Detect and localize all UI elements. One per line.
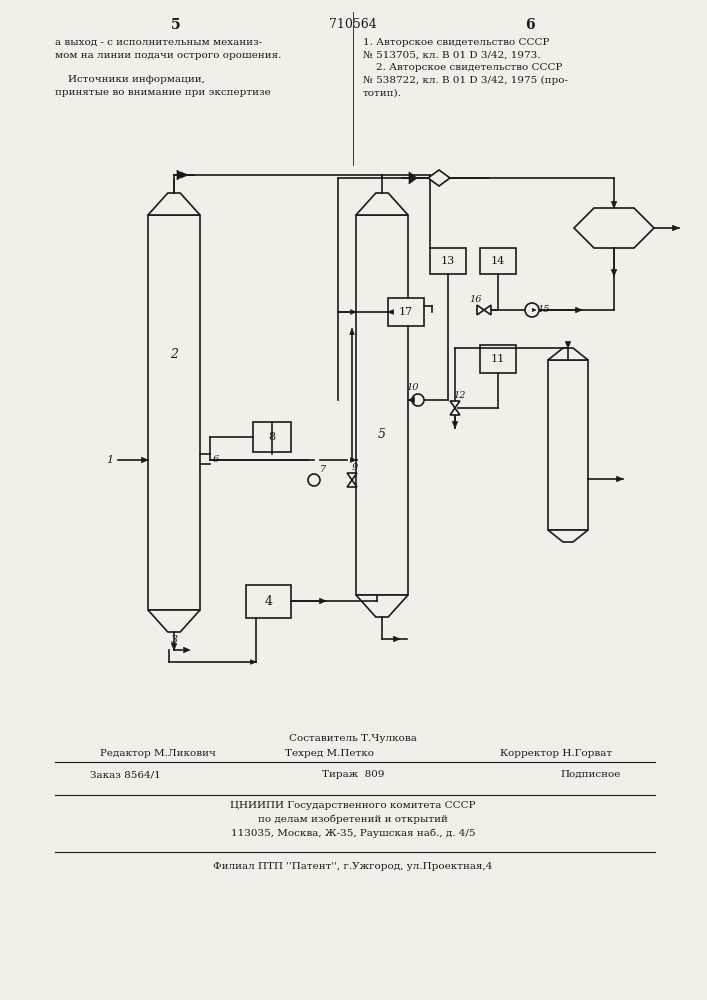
Polygon shape bbox=[617, 476, 623, 482]
Text: Подписное: Подписное bbox=[560, 770, 620, 779]
Text: 8: 8 bbox=[269, 432, 276, 442]
Circle shape bbox=[308, 474, 320, 486]
Bar bbox=[388, 298, 424, 326]
Text: 6: 6 bbox=[213, 456, 219, 464]
Text: 7: 7 bbox=[320, 466, 326, 475]
Polygon shape bbox=[484, 305, 491, 315]
Bar bbox=[253, 422, 291, 452]
Polygon shape bbox=[450, 401, 460, 408]
Bar bbox=[480, 345, 516, 373]
Text: 3: 3 bbox=[170, 635, 177, 645]
Polygon shape bbox=[575, 307, 582, 313]
Polygon shape bbox=[452, 422, 457, 428]
Bar bbox=[480, 248, 516, 274]
Polygon shape bbox=[409, 172, 417, 184]
Polygon shape bbox=[171, 644, 177, 650]
Polygon shape bbox=[450, 408, 460, 415]
Circle shape bbox=[525, 303, 539, 317]
Polygon shape bbox=[180, 172, 188, 178]
Polygon shape bbox=[428, 170, 450, 186]
Text: Техред М.Петко: Техред М.Петко bbox=[285, 749, 374, 758]
Text: 14: 14 bbox=[491, 256, 505, 266]
Text: 10: 10 bbox=[407, 383, 419, 392]
Text: 6: 6 bbox=[525, 18, 534, 32]
Polygon shape bbox=[566, 342, 571, 348]
Text: Филиал ПТП ''Патент'', г.Ужгород, ул.Проектная,4: Филиал ПТП ''Патент'', г.Ужгород, ул.Про… bbox=[214, 862, 493, 871]
Text: 13: 13 bbox=[441, 256, 455, 266]
Polygon shape bbox=[347, 480, 357, 487]
Polygon shape bbox=[148, 193, 200, 215]
Circle shape bbox=[412, 394, 424, 406]
Polygon shape bbox=[356, 595, 408, 617]
Polygon shape bbox=[548, 530, 588, 542]
Text: 4: 4 bbox=[264, 595, 272, 608]
Text: 2: 2 bbox=[170, 349, 178, 361]
Polygon shape bbox=[548, 348, 588, 360]
Text: 15: 15 bbox=[538, 306, 550, 314]
Text: 9: 9 bbox=[352, 462, 358, 472]
Polygon shape bbox=[612, 270, 617, 276]
Polygon shape bbox=[250, 660, 256, 664]
Text: 17: 17 bbox=[399, 307, 413, 317]
Polygon shape bbox=[351, 310, 356, 314]
Polygon shape bbox=[388, 310, 394, 314]
Text: Составитель Т.Чулкова: Составитель Т.Чулкова bbox=[289, 734, 417, 743]
Polygon shape bbox=[351, 458, 356, 462]
Text: 16: 16 bbox=[469, 294, 482, 304]
Polygon shape bbox=[394, 636, 400, 642]
Text: по делам изобретений и открытий: по делам изобретений и открытий bbox=[258, 815, 448, 824]
Text: 1. Авторское свидетельство СССР
№ 513705, кл. B 01 D 3/42, 1973.
    2. Авторско: 1. Авторское свидетельство СССР № 513705… bbox=[363, 38, 568, 97]
Text: 5: 5 bbox=[171, 18, 181, 32]
Polygon shape bbox=[141, 457, 148, 463]
Text: 5: 5 bbox=[378, 428, 386, 442]
Bar bbox=[356, 215, 408, 595]
Text: Тираж  809: Тираж 809 bbox=[322, 770, 384, 779]
Text: 11: 11 bbox=[491, 354, 505, 364]
Polygon shape bbox=[408, 397, 414, 403]
Bar bbox=[246, 585, 291, 618]
Polygon shape bbox=[532, 308, 536, 312]
Polygon shape bbox=[574, 208, 654, 248]
Text: Редактор М.Ликович: Редактор М.Ликович bbox=[100, 749, 216, 758]
Polygon shape bbox=[320, 598, 326, 604]
Polygon shape bbox=[347, 473, 357, 480]
Text: 113035, Москва, Ж-35, Раушская наб., д. 4/5: 113035, Москва, Ж-35, Раушская наб., д. … bbox=[230, 829, 475, 838]
Polygon shape bbox=[356, 193, 408, 215]
Text: а выход - с исполнительным механиз-
мом на линии подачи острого орошения.

    И: а выход - с исполнительным механиз- мом … bbox=[55, 38, 281, 97]
Polygon shape bbox=[184, 647, 190, 653]
Polygon shape bbox=[148, 610, 200, 632]
Polygon shape bbox=[177, 170, 184, 180]
Text: 1: 1 bbox=[107, 455, 114, 465]
Bar bbox=[430, 248, 466, 274]
Text: ЦНИИПИ Государственного комитета СССР: ЦНИИПИ Государственного комитета СССР bbox=[230, 801, 476, 810]
Polygon shape bbox=[612, 202, 617, 208]
Bar bbox=[148, 215, 200, 610]
Text: Корректор Н.Горват: Корректор Н.Горват bbox=[500, 749, 612, 758]
Polygon shape bbox=[672, 225, 679, 231]
Text: Заказ 8564/1: Заказ 8564/1 bbox=[90, 770, 160, 779]
Bar bbox=[548, 360, 588, 530]
Polygon shape bbox=[350, 329, 354, 335]
Text: 12: 12 bbox=[454, 390, 466, 399]
Text: 710564: 710564 bbox=[329, 18, 377, 31]
Polygon shape bbox=[477, 305, 484, 315]
